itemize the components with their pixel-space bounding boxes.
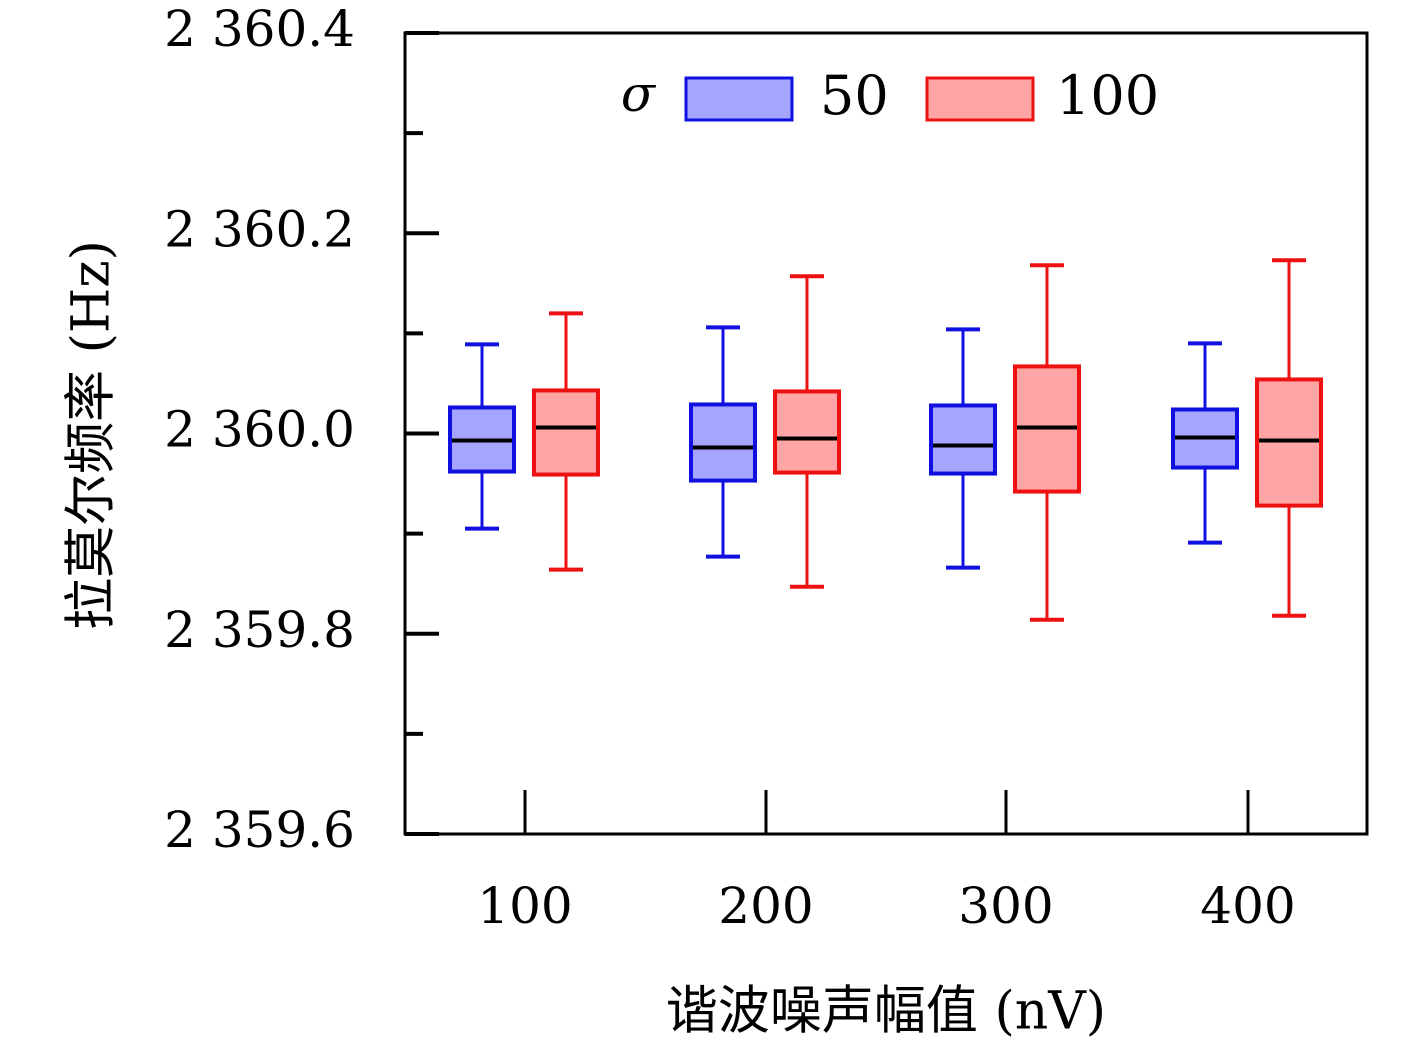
y-tick-label: 2 360.4 [164,0,355,58]
box-50-300 [929,327,997,570]
iqr-box [1255,377,1323,508]
legend-swatch-100 [925,76,1035,122]
y-tick-label: 2 359.8 [164,601,355,659]
y-tick-label: 2 360.0 [164,401,355,459]
x-axis-title: 谐波噪声幅值 (nV) [666,982,1106,1042]
box-50-200 [689,325,757,559]
x-tick-label: 200 [718,877,813,935]
box-100-300 [1013,263,1081,622]
legend-swatch-50 [684,76,794,122]
axis-layer: 2 359.6 2 359.8 2 360.0 2 360.2 2 360.4 100 20… [164,0,1369,935]
iqr-box [689,402,757,483]
plot-layer [448,258,1323,622]
iqr-box [929,403,997,476]
x-tick-label: 100 [477,877,572,935]
legend-label-50: 50 [820,64,889,127]
box-100-400 [1255,258,1323,618]
box-50-400 [1171,341,1239,545]
box-100-100 [532,311,600,572]
legend-label-100: 100 [1056,64,1159,127]
iqr-box [773,389,841,475]
x-tick-label: 400 [1200,877,1295,935]
iqr-box [532,388,600,477]
y-tick-label: 2 359.6 [164,801,355,859]
box-50-100 [448,342,516,531]
legend: σ 50 100 [621,64,1159,127]
y-axis-title: 拉莫尔频率 (Hz) [62,240,122,630]
y-tick-label: 2 360.2 [164,200,355,258]
legend-title: σ [621,65,657,123]
x-tick-label: 300 [958,877,1053,935]
box-100-200 [773,274,841,589]
